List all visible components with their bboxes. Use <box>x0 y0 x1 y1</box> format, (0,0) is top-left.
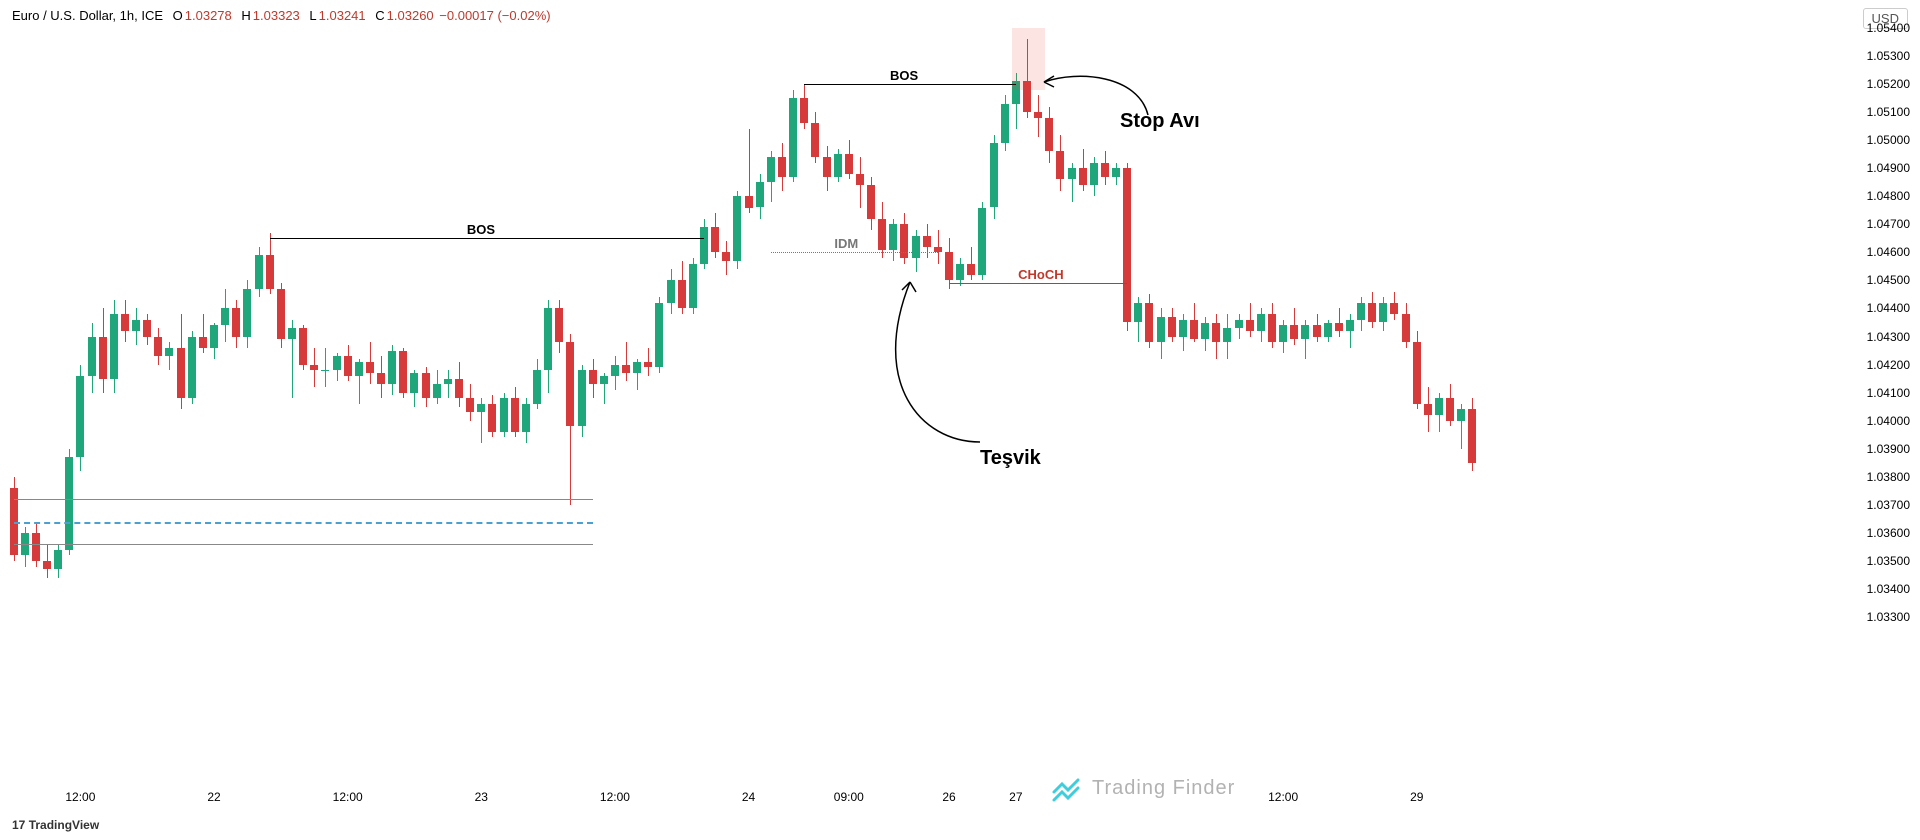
y-axis: 1.05400 1.05300 1.05200 1.05100 1.05000 1.049… <box>1860 0 1920 840</box>
ohlc-change: −0.00017 (−0.02%) <box>439 8 550 23</box>
annotation-line <box>949 283 1127 284</box>
support-line <box>14 544 593 545</box>
x-tick: 27 <box>1009 790 1022 804</box>
arrow-tesvik <box>830 262 1010 462</box>
ohlc-c-label: C <box>375 8 384 23</box>
y-tick: 1.03400 <box>1867 582 1910 596</box>
y-tick: 1.04000 <box>1867 414 1910 428</box>
x-axis: 12:002212:002312:002409:00262712:0029 <box>0 808 1920 840</box>
x-tick: 23 <box>475 790 488 804</box>
support-line <box>14 499 593 500</box>
x-tick: 12:00 <box>1268 790 1298 804</box>
symbol-name: Euro / U.S. Dollar, 1h, ICE <box>12 8 163 23</box>
ohlc-c-val: 1.03260 <box>387 8 434 23</box>
y-tick: 1.04700 <box>1867 217 1910 231</box>
chart-container: Euro / U.S. Dollar, 1h, ICE O1.03278 H1.… <box>0 0 1920 840</box>
y-tick: 1.04500 <box>1867 273 1910 287</box>
x-tick: 26 <box>942 790 955 804</box>
y-tick: 1.03600 <box>1867 526 1910 540</box>
y-tick: 1.04400 <box>1867 301 1910 315</box>
ohlc-l-val: 1.03241 <box>319 8 366 23</box>
watermark-icon <box>1050 772 1082 804</box>
y-tick: 1.04800 <box>1867 189 1910 203</box>
y-tick: 1.05100 <box>1867 105 1910 119</box>
annotation-label: IDM <box>834 236 858 251</box>
y-tick: 1.04300 <box>1867 330 1910 344</box>
x-tick: 09:00 <box>834 790 864 804</box>
ohlc-h-val: 1.03323 <box>253 8 300 23</box>
y-tick: 1.05400 <box>1867 21 1910 35</box>
y-tick: 1.05300 <box>1867 49 1910 63</box>
watermark: Trading Finder <box>1050 772 1235 804</box>
y-tick: 1.05000 <box>1867 133 1910 147</box>
annotation-label: CHoCH <box>1018 267 1064 282</box>
annotation-line <box>270 238 704 239</box>
y-tick: 1.04200 <box>1867 358 1910 372</box>
tradingview-logo: 17 TradingView <box>12 818 99 832</box>
y-tick: 1.05200 <box>1867 77 1910 91</box>
x-tick: 12:00 <box>333 790 363 804</box>
y-tick: 1.04600 <box>1867 245 1910 259</box>
annotation-label: BOS <box>467 222 495 237</box>
label-stop-av: Stop Avı <box>1120 110 1200 133</box>
annotation-line <box>804 84 1016 85</box>
y-tick: 1.03500 <box>1867 554 1910 568</box>
ohlc-l-label: L <box>309 8 316 23</box>
annotation-line <box>771 252 938 253</box>
annotation-label: BOS <box>890 68 918 83</box>
x-tick: 12:00 <box>65 790 95 804</box>
label-tesvik: Teşvik <box>980 447 1041 470</box>
y-tick: 1.04100 <box>1867 386 1910 400</box>
x-tick: 24 <box>742 790 755 804</box>
chart-header: Euro / U.S. Dollar, 1h, ICE O1.03278 H1.… <box>12 8 551 23</box>
x-tick: 22 <box>207 790 220 804</box>
y-tick: 1.03300 <box>1867 610 1910 624</box>
x-tick: 12:00 <box>600 790 630 804</box>
support-midline <box>14 522 593 524</box>
y-tick: 1.03800 <box>1867 470 1910 484</box>
ohlc-o-val: 1.03278 <box>185 8 232 23</box>
y-tick: 1.03700 <box>1867 498 1910 512</box>
stop-hunt-zone <box>1012 28 1045 90</box>
y-tick: 1.03900 <box>1867 442 1910 456</box>
x-tick: 29 <box>1410 790 1423 804</box>
ohlc-o-label: O <box>173 8 183 23</box>
watermark-text: Trading Finder <box>1092 777 1235 800</box>
ohlc-h-label: H <box>241 8 250 23</box>
tradingview-text: TradingView <box>29 818 99 832</box>
y-tick: 1.04900 <box>1867 161 1910 175</box>
